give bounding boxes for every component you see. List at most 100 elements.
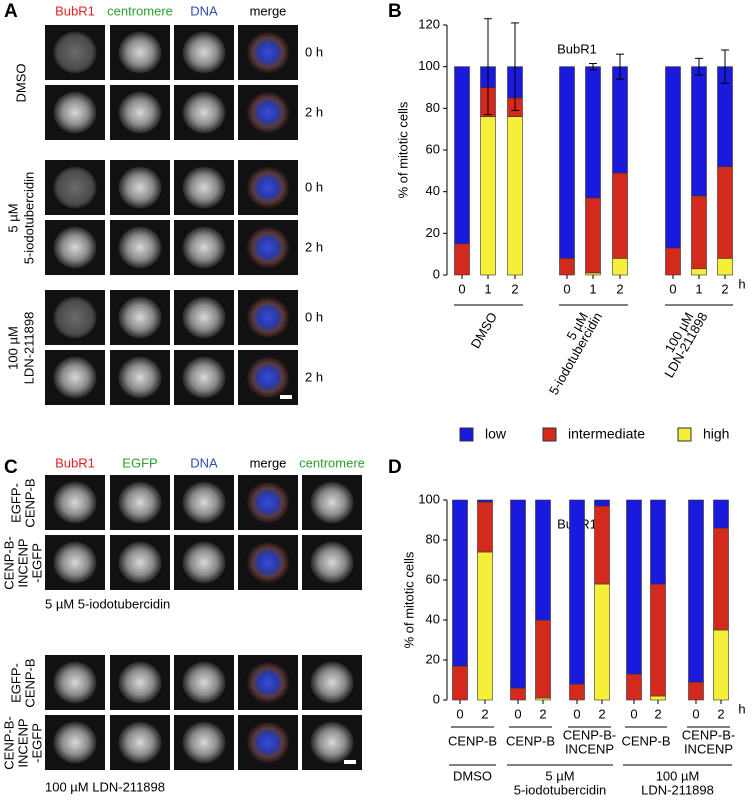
y-tick-label: 80	[426, 100, 440, 115]
y-tick-label: 20	[426, 651, 440, 666]
y-tick-label: 0	[433, 691, 440, 706]
bar-segment	[594, 505, 610, 585]
x-tick-label: 0	[563, 281, 570, 296]
bar-segment	[594, 583, 610, 701]
cell	[53, 226, 97, 269]
x-tick-label: 2	[598, 706, 605, 721]
cell	[118, 721, 162, 764]
cell	[182, 91, 226, 134]
micrograph	[45, 220, 105, 275]
cell	[246, 91, 290, 134]
y-tick-label: 60	[426, 571, 440, 586]
micrograph	[110, 655, 170, 710]
bar-segment	[713, 499, 729, 529]
panel-letter: C	[4, 457, 18, 478]
error-bar	[484, 18, 492, 116]
time-label: 2 h	[305, 239, 323, 254]
y-tick-label: 60	[426, 141, 440, 156]
y-tick-label: 100	[418, 58, 440, 73]
micrograph	[174, 220, 234, 275]
cell	[53, 541, 97, 584]
micrograph	[110, 350, 170, 405]
row-label: INCENP	[15, 718, 30, 767]
subgroup-label: CENP-B-	[563, 727, 616, 742]
micrograph	[110, 715, 170, 770]
bar-segment	[585, 197, 601, 274]
cell	[118, 661, 162, 704]
micrograph	[238, 160, 298, 215]
cell	[118, 481, 162, 524]
bar-segment	[717, 166, 733, 259]
bar-segment	[717, 258, 733, 276]
y-axis-label: % of mitotic cells	[395, 101, 410, 198]
column-header: merge	[250, 455, 287, 470]
column-header: centromere	[299, 455, 365, 470]
bar-segment	[559, 66, 575, 259]
micrograph	[174, 160, 234, 215]
y-tick-label: 40	[426, 611, 440, 626]
micrograph	[110, 25, 170, 80]
micrograph	[238, 85, 298, 140]
bar-segment	[535, 499, 551, 621]
micrograph	[174, 715, 234, 770]
bar-segment	[691, 268, 707, 276]
micrograph	[238, 715, 298, 770]
group-label: 5-iodotubercidin	[514, 782, 607, 797]
cell	[53, 166, 97, 209]
bar-segment	[452, 499, 468, 667]
bar-segment	[454, 66, 470, 245]
cell	[246, 661, 290, 704]
column-header: DNA	[190, 455, 218, 470]
column-header: BubR1	[55, 3, 95, 18]
micrograph	[174, 535, 234, 590]
cell	[182, 721, 226, 764]
micrograph	[302, 715, 362, 770]
micrograph	[174, 475, 234, 530]
cell	[182, 356, 226, 399]
time-label: 0 h	[305, 179, 323, 194]
bar-segment	[626, 499, 642, 675]
legend-swatch	[677, 427, 692, 442]
row-label: EGFP-	[8, 483, 23, 523]
bar-segment	[585, 66, 601, 199]
micrograph	[174, 25, 234, 80]
group-label: 5 µM	[545, 768, 574, 783]
x-tick-label: 0	[692, 706, 699, 721]
cell	[182, 541, 226, 584]
bar-segment	[612, 66, 628, 174]
subgroup-label: INCENP	[684, 741, 733, 756]
cell	[246, 31, 290, 74]
x-tick-label: 2	[717, 706, 724, 721]
cell	[182, 296, 226, 339]
row-label: CENP-B	[22, 478, 37, 527]
cell	[310, 661, 354, 704]
cell	[182, 226, 226, 269]
subgroup-label: CENP-B	[621, 733, 670, 748]
x-tick-label: 0	[514, 706, 521, 721]
bar-segment	[569, 683, 585, 701]
error-bar	[589, 63, 597, 71]
bar-segment	[535, 619, 551, 699]
micrograph	[302, 475, 362, 530]
bar-segment	[594, 499, 610, 507]
x-tick-label: 2	[481, 706, 488, 721]
legend-label: intermediate	[568, 426, 645, 442]
y-tick-label: 0	[433, 266, 440, 281]
legend-swatch	[542, 427, 557, 442]
bar-segment	[688, 499, 704, 683]
bar-segment	[585, 272, 601, 276]
cell	[53, 356, 97, 399]
cell	[246, 356, 290, 399]
legend-label: low	[485, 426, 507, 442]
cell	[53, 91, 97, 134]
x-unit: h	[738, 701, 745, 716]
micrograph	[45, 290, 105, 345]
x-tick-label: 2	[616, 281, 623, 296]
x-tick-label: 0	[456, 706, 463, 721]
micrograph	[110, 290, 170, 345]
cell	[118, 31, 162, 74]
micrograph	[110, 220, 170, 275]
micrograph	[302, 535, 362, 590]
panel-letter: B	[388, 1, 402, 22]
